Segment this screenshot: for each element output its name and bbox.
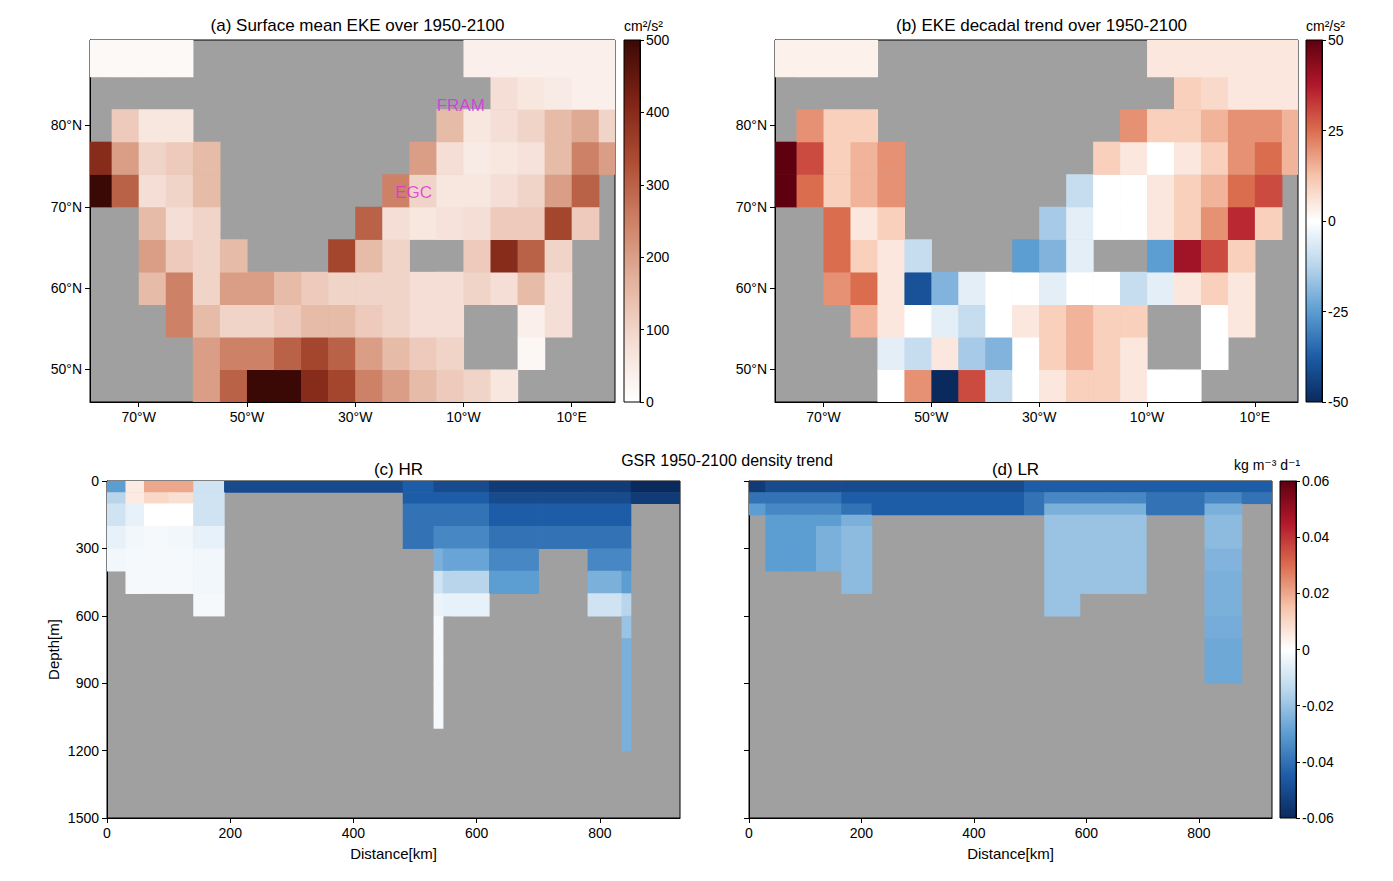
svg-text:(d) LR: (d) LR xyxy=(992,460,1039,479)
svg-text:50: 50 xyxy=(1328,32,1344,48)
svg-text:70°N: 70°N xyxy=(51,199,82,215)
svg-text:400: 400 xyxy=(962,825,986,841)
svg-text:cm²/s²: cm²/s² xyxy=(624,18,663,34)
svg-text:800: 800 xyxy=(1187,825,1211,841)
svg-text:(a) Surface mean EKE over 1950: (a) Surface mean EKE over 1950-2100 xyxy=(211,16,505,35)
svg-text:25: 25 xyxy=(1328,123,1344,139)
svg-text:300: 300 xyxy=(646,177,670,193)
svg-text:200: 200 xyxy=(219,825,243,841)
svg-text:0: 0 xyxy=(1328,213,1336,229)
svg-text:50°N: 50°N xyxy=(51,361,82,377)
svg-text:600: 600 xyxy=(465,825,489,841)
svg-text:400: 400 xyxy=(342,825,366,841)
svg-text:Distance[km]: Distance[km] xyxy=(967,845,1054,862)
svg-text:-0.04: -0.04 xyxy=(1302,754,1334,770)
svg-text:500: 500 xyxy=(646,32,670,48)
svg-text:30°W: 30°W xyxy=(338,409,373,425)
svg-text:GSR 1950-2100 density trend: GSR 1950-2100 density trend xyxy=(621,452,833,469)
svg-text:0.06: 0.06 xyxy=(1302,473,1329,489)
svg-text:10°W: 10°W xyxy=(446,409,481,425)
svg-text:80°N: 80°N xyxy=(51,117,82,133)
svg-text:200: 200 xyxy=(646,249,670,265)
svg-text:(b) EKE decadal trend over 195: (b) EKE decadal trend over 1950-2100 xyxy=(896,16,1187,35)
svg-text:10°W: 10°W xyxy=(1130,409,1165,425)
svg-text:0: 0 xyxy=(91,473,99,489)
svg-text:900: 900 xyxy=(76,675,100,691)
svg-text:50°N: 50°N xyxy=(736,361,767,377)
svg-text:60°N: 60°N xyxy=(51,280,82,296)
svg-text:70°W: 70°W xyxy=(806,409,841,425)
svg-text:30°W: 30°W xyxy=(1022,409,1057,425)
svg-text:1500: 1500 xyxy=(68,810,99,826)
svg-text:-50: -50 xyxy=(1328,394,1348,410)
svg-text:kg m⁻³ d⁻¹: kg m⁻³ d⁻¹ xyxy=(1234,457,1300,473)
svg-text:400: 400 xyxy=(646,104,670,120)
svg-text:300: 300 xyxy=(76,540,100,556)
svg-text:10°E: 10°E xyxy=(556,409,587,425)
svg-text:0: 0 xyxy=(745,825,753,841)
svg-text:0: 0 xyxy=(103,825,111,841)
svg-text:1200: 1200 xyxy=(68,743,99,759)
svg-text:Depth[m]: Depth[m] xyxy=(45,619,62,680)
svg-text:-25: -25 xyxy=(1328,304,1348,320)
svg-text:600: 600 xyxy=(76,608,100,624)
svg-text:70°N: 70°N xyxy=(736,199,767,215)
svg-text:600: 600 xyxy=(1075,825,1099,841)
svg-text:-0.06: -0.06 xyxy=(1302,810,1334,826)
svg-text:0: 0 xyxy=(646,394,654,410)
svg-text:cm²/s²: cm²/s² xyxy=(1306,18,1345,34)
svg-text:50°W: 50°W xyxy=(914,409,949,425)
svg-text:80°N: 80°N xyxy=(736,117,767,133)
svg-text:0.04: 0.04 xyxy=(1302,529,1329,545)
svg-text:800: 800 xyxy=(588,825,612,841)
svg-text:60°N: 60°N xyxy=(736,280,767,296)
svg-text:70°W: 70°W xyxy=(122,409,157,425)
svg-text:50°W: 50°W xyxy=(230,409,265,425)
svg-text:0: 0 xyxy=(1302,642,1310,658)
svg-text:10°E: 10°E xyxy=(1240,409,1271,425)
svg-text:0.02: 0.02 xyxy=(1302,585,1329,601)
svg-text:Distance[km]: Distance[km] xyxy=(350,845,437,862)
svg-text:EGC: EGC xyxy=(395,183,432,202)
svg-text:100: 100 xyxy=(646,322,670,338)
svg-text:(c) HR: (c) HR xyxy=(374,460,423,479)
svg-text:FRAM: FRAM xyxy=(437,96,485,115)
svg-text:200: 200 xyxy=(850,825,874,841)
svg-text:-0.02: -0.02 xyxy=(1302,698,1334,714)
